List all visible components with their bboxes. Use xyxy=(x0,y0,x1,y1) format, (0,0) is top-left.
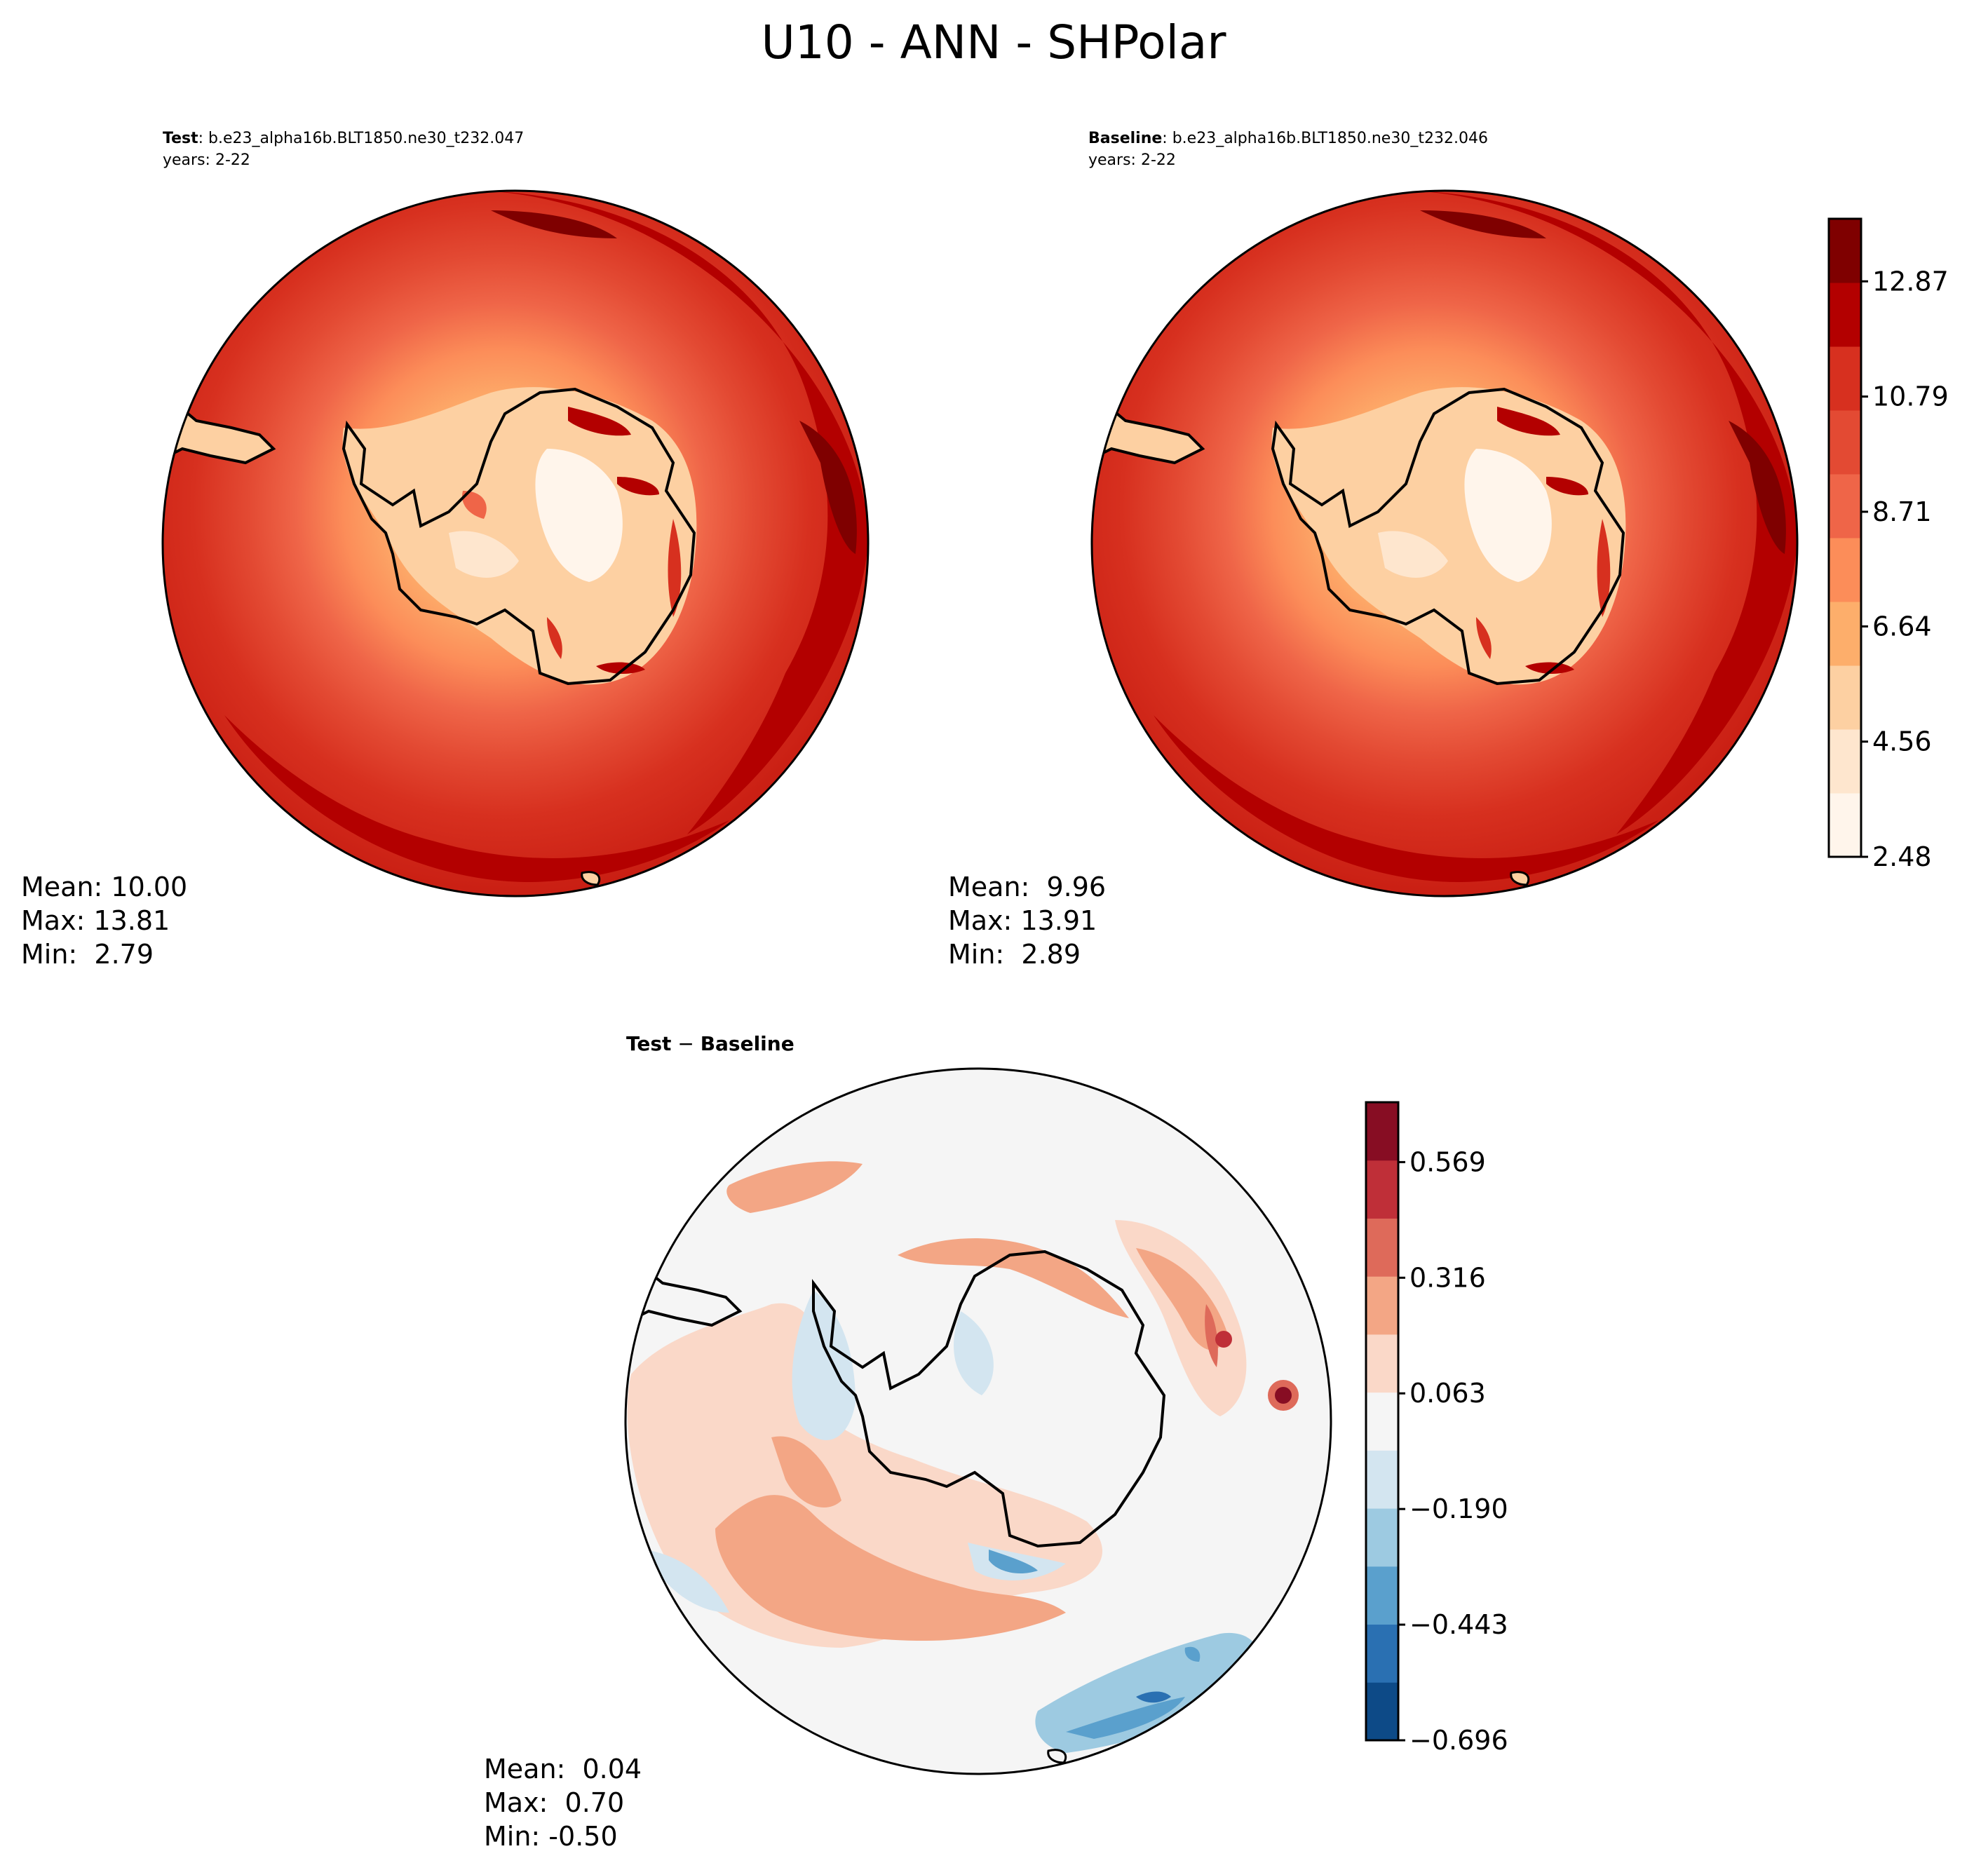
colorbar-bottom-color-bin xyxy=(1366,1392,1398,1451)
colorbar-top-frame xyxy=(1827,217,1862,858)
baseline-stat-mean: Mean: 9.96 xyxy=(948,872,1106,902)
colorbar-bottom-color-bin xyxy=(1366,1218,1398,1277)
diff-stat-min: Min: -0.50 xyxy=(484,1821,618,1852)
colorbar-bottom-color-bin xyxy=(1366,1508,1398,1567)
baseline-panel-years: years: 2-22 xyxy=(1088,151,1176,169)
colorbar-bottom-color-bin xyxy=(1366,1160,1398,1219)
colorbar-bottom: 0.569 0.316 0.063 −0.190 −0.443 −0.696 xyxy=(1365,1101,1508,1756)
diff-map-boundary xyxy=(624,1067,1332,1775)
colorbar-top-tick-label: 2.48 xyxy=(1872,841,1932,872)
colorbar-bottom-color-bin xyxy=(1366,1682,1398,1741)
colorbar-top-color-bin xyxy=(1829,538,1861,602)
colorbar-bottom-color-bin xyxy=(1366,1450,1398,1509)
colorbar-top: 12.87 10.79 8.71 6.64 4.56 2.48 xyxy=(1827,217,1949,872)
baseline-stat-min: Min: 2.89 xyxy=(948,939,1081,970)
colorbar-bottom-tick-label: 0.569 xyxy=(1409,1146,1486,1177)
diff-panel-label: Test − Baseline xyxy=(626,1032,794,1055)
test-panel-years: years: 2-22 xyxy=(163,151,250,169)
colorbar-top-color-bin xyxy=(1829,346,1861,411)
colorbar-top-tick-label: 10.79 xyxy=(1872,381,1949,412)
colorbar-bottom-tick-label: −0.443 xyxy=(1409,1609,1508,1640)
test-stat-min: Min: 2.79 xyxy=(21,939,154,970)
colorbar-bottom-tick-label: −0.190 xyxy=(1409,1493,1508,1524)
diff-panel: Test − Baseline xyxy=(484,1032,1332,1852)
colorbar-top-color-bin xyxy=(1829,665,1861,730)
baseline-panel: Baseline: b.e23_alpha16b.BLT1850.ne30_t2… xyxy=(948,130,1799,970)
colorbar-bottom-color-bin xyxy=(1366,1624,1398,1683)
colorbar-bottom-color-bin xyxy=(1366,1276,1398,1335)
colorbar-bottom-tick-label: −0.696 xyxy=(1409,1725,1508,1756)
colorbar-top-color-bin xyxy=(1829,283,1861,347)
diff-stat-mean: Mean: 0.04 xyxy=(484,1754,642,1784)
colorbar-bottom-tick-label: 0.063 xyxy=(1409,1378,1486,1409)
colorbar-bottom-color-bin xyxy=(1366,1566,1398,1625)
colorbar-top-tick-label: 8.71 xyxy=(1872,496,1932,527)
baseline-map xyxy=(1092,191,1797,896)
diff-stat-max: Max: 0.70 xyxy=(484,1787,624,1818)
colorbar-top-color-bin xyxy=(1829,729,1861,794)
colorbar-top-tick-label: 6.64 xyxy=(1872,611,1932,642)
test-panel: Test: b.e23_alpha16b.BLT1850.ne30_t232.0… xyxy=(21,130,870,970)
colorbar-bottom-tick-label: 0.316 xyxy=(1409,1262,1486,1293)
test-stat-max: Max: 13.81 xyxy=(21,905,170,936)
colorbar-top-color-bin xyxy=(1829,793,1861,858)
test-map-boundary xyxy=(161,189,870,897)
test-panel-label: Test: b.e23_alpha16b.BLT1850.ne30_t232.0… xyxy=(163,130,524,147)
colorbar-top-color-bin xyxy=(1829,219,1861,283)
baseline-panel-label: Baseline: b.e23_alpha16b.BLT1850.ne30_t2… xyxy=(1088,130,1488,147)
baseline-stat-max: Max: 13.91 xyxy=(948,905,1097,936)
colorbar-bottom-color-bin xyxy=(1366,1334,1398,1393)
test-stat-mean: Mean: 10.00 xyxy=(21,872,187,902)
colorbar-bottom-color-bin xyxy=(1366,1102,1398,1161)
colorbar-top-color-bin xyxy=(1829,602,1861,666)
diff-map xyxy=(626,1069,1331,1774)
baseline-map-boundary xyxy=(1090,189,1799,897)
colorbar-top-tick-label: 12.87 xyxy=(1872,266,1949,297)
colorbar-top-color-bin xyxy=(1829,410,1861,475)
colorbar-top-tick-label: 4.56 xyxy=(1872,726,1932,757)
colorbar-top-color-bin xyxy=(1829,474,1861,538)
figure-title: U10 - ANN - SHPolar xyxy=(762,15,1227,69)
test-map xyxy=(163,191,868,896)
colorbar-bottom-frame xyxy=(1365,1101,1400,1742)
